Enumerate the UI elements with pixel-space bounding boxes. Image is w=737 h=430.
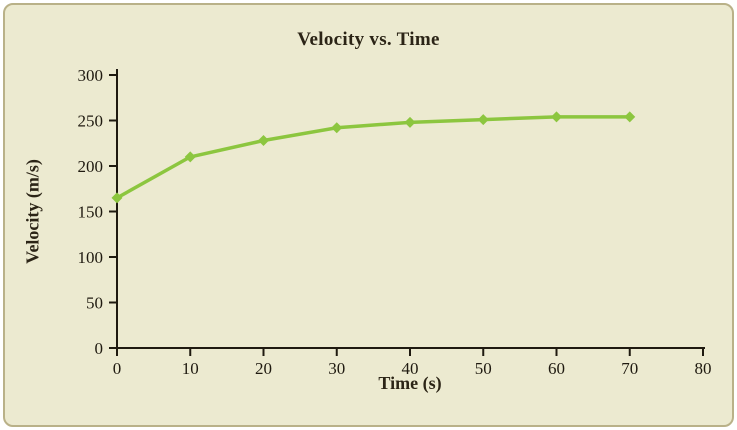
x-tick-label: 30 (328, 359, 345, 378)
y-tick-label: 150 (78, 203, 104, 222)
x-tick-label: 50 (475, 359, 492, 378)
y-tick-label: 0 (95, 339, 104, 358)
data-point-marker (551, 111, 562, 123)
chart-title: Velocity vs. Time (297, 29, 440, 50)
data-point-marker (331, 122, 343, 134)
y-axis-label: Velocity (m/s) (22, 159, 43, 264)
data-point-marker (477, 114, 489, 126)
velocity-line (115, 115, 632, 200)
y-tick-label: 100 (78, 248, 104, 267)
x-tick-label: 40 (402, 359, 419, 378)
x-axis-label: Time (s) (378, 373, 442, 393)
y-tick-label: 200 (78, 157, 104, 176)
x-tick-label: 20 (255, 359, 272, 378)
x-tick-label: 70 (621, 359, 638, 378)
data-point-marker (258, 135, 269, 147)
velocity-time-plot: 0 10 20 30 40 50 60 70 80 0 50 100 150 200 250 300 (78, 66, 712, 378)
x-tick-label: 10 (182, 359, 199, 378)
x-tick-label: 60 (548, 359, 565, 378)
chart-panel: Velocity vs. Time 0 10 20 30 40 50 60 70 80 0 50 10… (3, 3, 734, 427)
data-point-marker (404, 116, 416, 128)
x-tick-label: 80 (695, 359, 712, 378)
data-point-marker (624, 111, 636, 123)
y-tick-label: 50 (86, 294, 103, 313)
data-point-marker (111, 192, 123, 204)
y-tick-label: 300 (78, 66, 104, 85)
data-point-marker (184, 151, 196, 163)
y-tick-label: 250 (78, 112, 104, 131)
x-tick-label: 0 (113, 359, 122, 378)
